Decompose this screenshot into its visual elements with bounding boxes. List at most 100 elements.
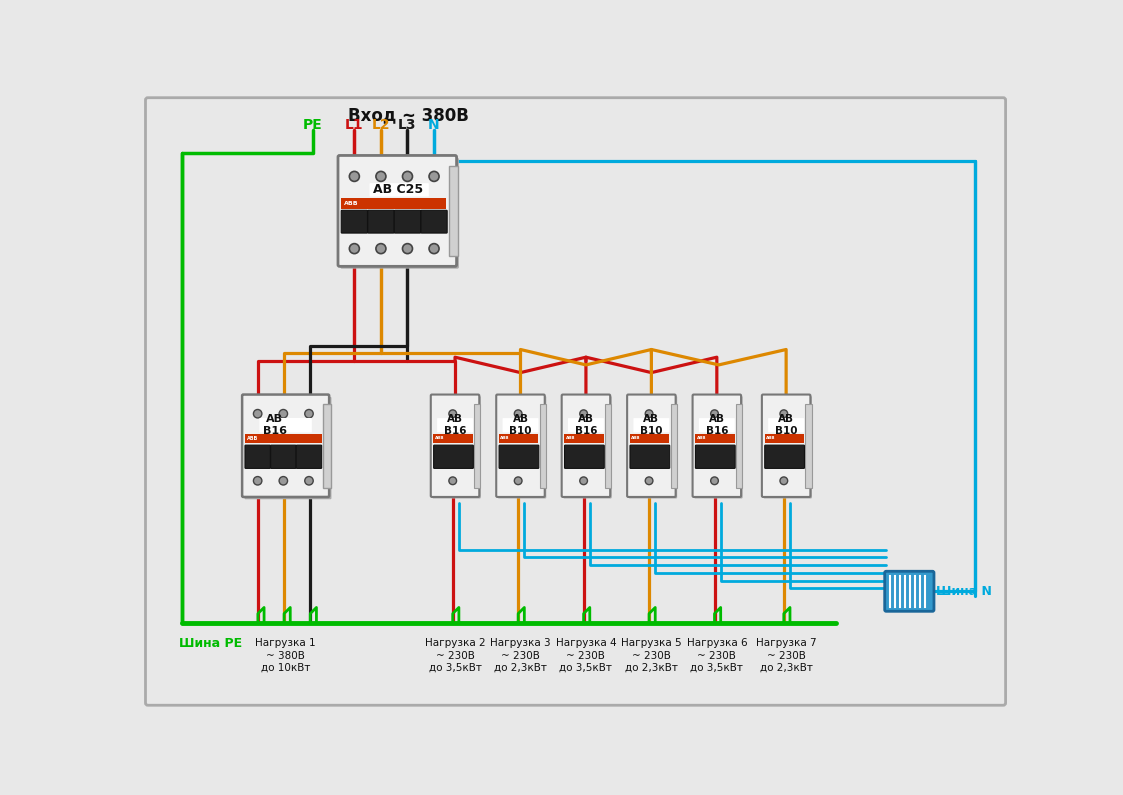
Text: ABB: ABB [696, 436, 706, 440]
Text: ABB: ABB [566, 436, 575, 440]
FancyBboxPatch shape [259, 418, 312, 432]
Circle shape [646, 410, 652, 417]
FancyBboxPatch shape [369, 183, 429, 196]
Bar [565, 434, 604, 443]
Text: АВ С25: АВ С25 [373, 184, 422, 196]
FancyBboxPatch shape [695, 445, 736, 468]
FancyBboxPatch shape [627, 394, 676, 497]
Text: Нагрузка 5
~ 230В
до 2,3кВт: Нагрузка 5 ~ 230В до 2,3кВт [621, 638, 682, 673]
Text: L2: L2 [372, 118, 390, 133]
Text: АВ
В10: АВ В10 [775, 414, 797, 436]
FancyBboxPatch shape [565, 445, 604, 468]
FancyBboxPatch shape [341, 211, 367, 233]
Text: L1: L1 [345, 118, 364, 133]
Circle shape [579, 477, 587, 485]
Circle shape [376, 172, 386, 181]
Text: Нагрузка 6
~ 230В
до 3,5кВт: Нагрузка 6 ~ 230В до 3,5кВт [686, 638, 747, 673]
Circle shape [402, 172, 412, 181]
FancyBboxPatch shape [502, 418, 538, 432]
Bar [474, 404, 481, 488]
Circle shape [280, 476, 287, 485]
FancyBboxPatch shape [765, 445, 804, 468]
Bar [695, 434, 734, 443]
FancyBboxPatch shape [630, 445, 669, 468]
FancyBboxPatch shape [496, 394, 545, 497]
FancyBboxPatch shape [564, 396, 612, 498]
Text: АВ
В16: АВ В16 [705, 414, 728, 436]
Circle shape [780, 410, 787, 417]
Circle shape [514, 410, 522, 417]
Text: Нагрузка 3
~ 230В
до 2,3кВт: Нагрузка 3 ~ 230В до 2,3кВт [490, 638, 550, 673]
FancyBboxPatch shape [568, 418, 604, 432]
Circle shape [711, 477, 719, 485]
FancyBboxPatch shape [764, 396, 812, 498]
Text: АВ
В16: АВ В16 [263, 414, 286, 436]
FancyBboxPatch shape [243, 394, 329, 497]
FancyBboxPatch shape [437, 418, 473, 432]
Text: АВ
В16: АВ В16 [444, 414, 466, 436]
Text: Вход ~ 380В: Вход ~ 380В [348, 107, 469, 124]
Text: ABB: ABB [766, 436, 776, 440]
Bar [736, 404, 742, 488]
Bar [433, 434, 473, 443]
Text: Нагрузка 2
~ 230В
до 3,5кВт: Нагрузка 2 ~ 230В до 3,5кВт [424, 638, 485, 673]
FancyBboxPatch shape [562, 394, 610, 497]
Circle shape [304, 476, 313, 485]
Circle shape [254, 476, 262, 485]
Text: ABB: ABB [247, 436, 258, 440]
Bar [245, 434, 322, 443]
Circle shape [449, 477, 457, 485]
Text: Нагрузка 1
~ 380В
до 10кВт: Нагрузка 1 ~ 380В до 10кВт [255, 638, 316, 673]
Circle shape [349, 243, 359, 254]
FancyBboxPatch shape [885, 572, 934, 611]
Circle shape [280, 409, 287, 418]
Bar [805, 404, 812, 488]
Text: АВ
В16: АВ В16 [575, 414, 597, 436]
Text: Шина N: Шина N [935, 585, 992, 598]
FancyBboxPatch shape [633, 418, 669, 432]
Circle shape [429, 172, 439, 181]
Text: ABB: ABB [435, 436, 445, 440]
FancyBboxPatch shape [761, 394, 811, 497]
Circle shape [349, 172, 359, 181]
Circle shape [304, 409, 313, 418]
FancyBboxPatch shape [245, 397, 331, 499]
FancyBboxPatch shape [245, 445, 271, 468]
Text: ABB: ABB [344, 201, 358, 206]
FancyBboxPatch shape [433, 445, 474, 468]
Text: ABB: ABB [501, 436, 510, 440]
Circle shape [646, 477, 652, 485]
FancyBboxPatch shape [368, 211, 394, 233]
FancyBboxPatch shape [629, 396, 677, 498]
FancyBboxPatch shape [431, 394, 480, 497]
Text: N: N [428, 118, 440, 133]
FancyBboxPatch shape [338, 156, 457, 266]
Circle shape [514, 477, 522, 485]
Circle shape [429, 243, 439, 254]
Circle shape [376, 243, 386, 254]
Bar [449, 165, 458, 256]
Text: Шина PE: Шина PE [180, 637, 243, 650]
FancyBboxPatch shape [296, 445, 321, 468]
Bar [605, 404, 611, 488]
FancyBboxPatch shape [694, 396, 742, 498]
FancyBboxPatch shape [699, 418, 734, 432]
Circle shape [579, 410, 587, 417]
FancyBboxPatch shape [693, 394, 741, 497]
Bar [323, 404, 331, 488]
Text: АВ
В10: АВ В10 [509, 414, 531, 436]
Bar [540, 404, 546, 488]
FancyBboxPatch shape [497, 396, 546, 498]
FancyBboxPatch shape [394, 211, 421, 233]
FancyBboxPatch shape [340, 157, 459, 269]
FancyBboxPatch shape [768, 418, 804, 432]
Text: L3: L3 [399, 118, 417, 133]
FancyBboxPatch shape [421, 211, 447, 233]
Circle shape [711, 410, 719, 417]
Text: АВ
В10: АВ В10 [640, 414, 663, 436]
Circle shape [449, 410, 457, 417]
Circle shape [780, 477, 787, 485]
FancyBboxPatch shape [271, 445, 296, 468]
Bar [630, 434, 669, 443]
Text: ABB: ABB [631, 436, 641, 440]
